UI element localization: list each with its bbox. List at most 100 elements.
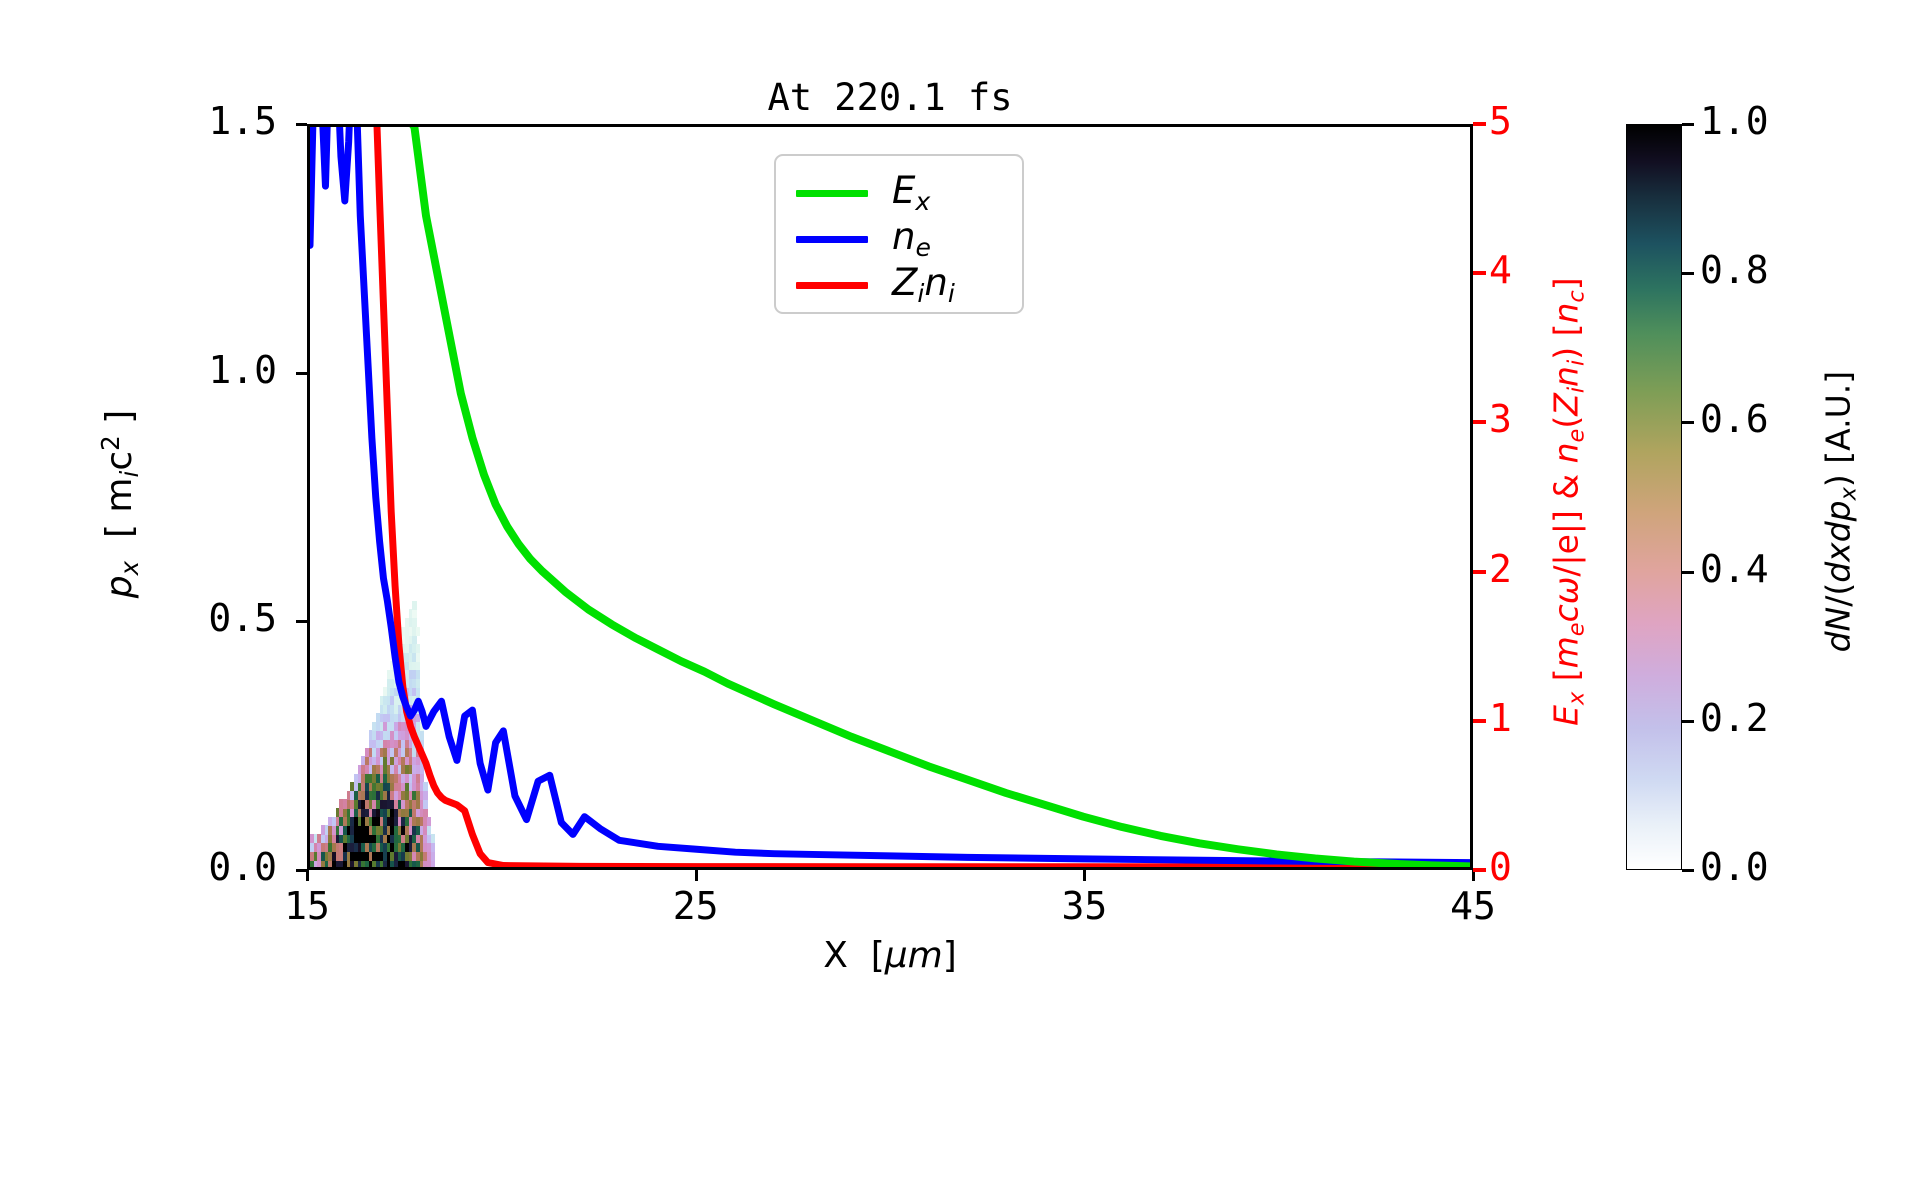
phase-space-cell [328, 851, 333, 861]
phase-space-cell [390, 669, 395, 679]
phase-space-cell [408, 695, 414, 705]
phase-space-cell [405, 626, 410, 636]
phase-space-cell [427, 834, 432, 844]
phase-space-cell [390, 825, 395, 835]
phase-space-cell [331, 834, 337, 844]
phase-space-cell [397, 712, 403, 723]
phase-space-cell [419, 860, 424, 867]
phase-space-cell [390, 738, 395, 749]
phase-space-cell [361, 825, 366, 835]
legend-item-Ex[interactable]: Ex [776, 169, 1022, 217]
phase-space-cell [397, 721, 403, 731]
legend[interactable]: Ex ne Zini [774, 154, 1024, 314]
phase-space-cell [416, 756, 421, 766]
phase-space-cell [350, 790, 355, 801]
phase-space-cell [379, 738, 384, 749]
phase-space-cell [320, 834, 326, 844]
phase-space-cell [353, 816, 359, 827]
phase-space-cell [416, 816, 421, 827]
phase-space-cell [412, 747, 417, 757]
phase-space-cell [401, 626, 406, 636]
phase-space-cell [397, 730, 403, 740]
legend-item-Zini[interactable]: Zini [776, 261, 1022, 309]
phase-space-cell [419, 799, 424, 809]
colorbar-tick-label: 0.4 [1700, 546, 1769, 591]
phase-space-cell [419, 842, 424, 852]
phase-space-cell [353, 799, 359, 809]
colorbar-tick [1682, 272, 1694, 276]
phase-space-cell [339, 860, 344, 867]
phase-space-cell [328, 842, 333, 852]
colorbar[interactable]: 0.0 0.2 0.4 0.6 0.8 1.0 [1626, 99, 1769, 889]
phase-space-cell [390, 842, 395, 852]
page-title: At 220.1 fs [767, 76, 1013, 119]
phase-space-cell [405, 643, 410, 654]
phase-space-cell [401, 635, 406, 645]
phase-space-cell [408, 738, 414, 749]
phase-space-cell [412, 834, 417, 844]
phase-space-cell [324, 825, 329, 835]
data-curves [310, 127, 1470, 867]
phase-space-cell [401, 712, 406, 723]
phase-space-cell [335, 842, 340, 852]
phase-space-cell [346, 842, 351, 852]
phase-space-cell [350, 816, 355, 827]
phase-space-cell [416, 712, 421, 723]
phase-space-cell [412, 790, 417, 801]
phase-space-cell [408, 661, 414, 671]
phase-space-cell [342, 851, 348, 861]
phase-space-cell [364, 842, 370, 852]
phase-space-cell [394, 834, 399, 844]
phase-space-cell [408, 747, 414, 757]
phase-space-cell [390, 808, 395, 818]
phase-space-cell [364, 756, 370, 766]
phase-space-cell [331, 816, 337, 827]
phase-space-cell [412, 782, 417, 792]
phase-space-cell [379, 842, 384, 852]
phase-space-cell [339, 816, 344, 827]
phase-space-cell [419, 730, 424, 740]
phase-space-cell [394, 687, 399, 697]
curve-ne [310, 127, 1470, 867]
phase-space-cell [412, 695, 417, 705]
phase-space-cell [317, 860, 322, 867]
phase-space-cell [397, 860, 403, 867]
phase-space-cell [405, 635, 410, 645]
phase-space-cell [412, 851, 417, 861]
phase-space-cell [419, 721, 424, 731]
phase-space-cell [430, 851, 435, 861]
phase-space-cell [427, 860, 432, 867]
phase-space-cell [412, 756, 417, 766]
phase-space-cell [430, 860, 435, 867]
phase-space-cell [357, 773, 362, 783]
colorbar-tick-label: 0.0 [1700, 845, 1769, 889]
phase-space-cell [390, 712, 395, 723]
phase-space-cell [361, 782, 366, 792]
colorbar-tick-label: 0.8 [1700, 248, 1769, 293]
phase-space-cell [405, 799, 410, 809]
phase-space-cell [361, 799, 366, 809]
phase-space-cell [423, 799, 428, 809]
colorbar-tick [1682, 719, 1694, 723]
legend-item-ne[interactable]: ne [776, 215, 1022, 263]
phase-space-cell [416, 851, 421, 861]
phase-space-cell [412, 609, 417, 619]
phase-space-cell [405, 756, 410, 766]
phase-space-cell [324, 851, 329, 861]
phase-space-cell [368, 738, 373, 749]
phase-space-cell [397, 834, 403, 844]
phase-space-cell [375, 747, 381, 757]
phase-space-cell [364, 764, 370, 775]
y-tick-right [1473, 420, 1486, 425]
phase-space-cell [346, 799, 351, 809]
phase-space-cell [408, 816, 414, 827]
phase-space-cell [320, 860, 326, 867]
phase-space-cell [335, 860, 340, 867]
phase-space-cell [353, 851, 359, 861]
phase-space-cell [401, 799, 406, 809]
phase-space-cell [357, 799, 362, 809]
phase-space-cell [379, 799, 384, 809]
colorbar-label: dN/(dxdpx) [A.U.] [1818, 370, 1862, 653]
phase-space-cell [394, 860, 399, 867]
phase-space-cell [386, 860, 392, 867]
